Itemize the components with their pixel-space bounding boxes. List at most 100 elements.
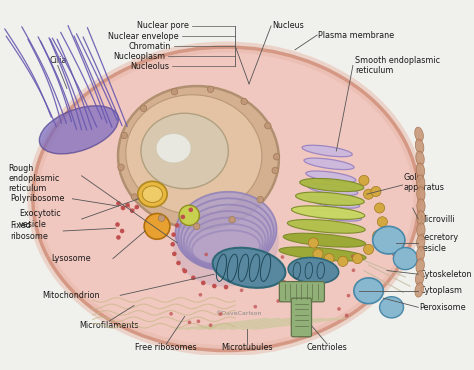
Ellipse shape xyxy=(417,175,425,189)
Ellipse shape xyxy=(311,209,362,221)
Ellipse shape xyxy=(116,235,121,240)
Ellipse shape xyxy=(175,192,276,270)
Ellipse shape xyxy=(415,127,423,142)
Ellipse shape xyxy=(415,283,424,297)
Text: Nucleus: Nucleus xyxy=(272,21,304,30)
Ellipse shape xyxy=(182,268,185,272)
Text: Nucleoplasm: Nucleoplasm xyxy=(113,52,165,61)
Ellipse shape xyxy=(359,175,369,185)
Text: Cytoskeleton: Cytoskeleton xyxy=(419,270,472,279)
Ellipse shape xyxy=(417,211,425,225)
Ellipse shape xyxy=(287,219,365,233)
Ellipse shape xyxy=(352,269,356,272)
Ellipse shape xyxy=(199,293,202,297)
Ellipse shape xyxy=(338,256,348,266)
Ellipse shape xyxy=(364,244,374,255)
Ellipse shape xyxy=(201,280,206,285)
Ellipse shape xyxy=(264,258,268,262)
Text: Polyribosome: Polyribosome xyxy=(10,194,64,203)
Ellipse shape xyxy=(240,289,244,292)
Ellipse shape xyxy=(416,259,424,273)
Ellipse shape xyxy=(416,163,425,178)
Ellipse shape xyxy=(353,253,363,264)
Text: Mitochondrion: Mitochondrion xyxy=(42,291,100,300)
Ellipse shape xyxy=(272,167,278,174)
Ellipse shape xyxy=(292,206,365,219)
Ellipse shape xyxy=(248,259,252,263)
Ellipse shape xyxy=(212,284,217,288)
FancyBboxPatch shape xyxy=(279,282,324,302)
Text: Exocytotic
vesicle: Exocytotic vesicle xyxy=(19,209,61,229)
Ellipse shape xyxy=(302,145,352,157)
Ellipse shape xyxy=(276,299,280,303)
Text: Cytoplasm: Cytoplasm xyxy=(419,286,462,295)
Text: Microvilli: Microvilli xyxy=(419,215,455,223)
Ellipse shape xyxy=(220,256,224,259)
Ellipse shape xyxy=(209,323,212,327)
Ellipse shape xyxy=(125,203,130,208)
Ellipse shape xyxy=(39,106,118,154)
Ellipse shape xyxy=(417,223,425,238)
Text: Microtubules: Microtubules xyxy=(221,343,273,352)
Ellipse shape xyxy=(229,216,235,223)
Ellipse shape xyxy=(288,258,338,283)
Text: Plasma membrane: Plasma membrane xyxy=(318,31,394,40)
Ellipse shape xyxy=(140,105,147,111)
Text: Lysosome: Lysosome xyxy=(51,254,91,263)
Ellipse shape xyxy=(262,272,265,275)
Ellipse shape xyxy=(415,139,424,154)
Ellipse shape xyxy=(179,205,200,225)
Ellipse shape xyxy=(188,320,191,324)
Ellipse shape xyxy=(138,181,167,207)
Ellipse shape xyxy=(141,113,228,189)
Ellipse shape xyxy=(304,158,354,169)
Ellipse shape xyxy=(130,208,135,213)
Text: Smooth endoplasmic
reticulum: Smooth endoplasmic reticulum xyxy=(355,56,440,75)
Ellipse shape xyxy=(308,184,358,195)
Ellipse shape xyxy=(392,253,396,256)
Ellipse shape xyxy=(380,297,403,318)
Text: Free ribosomes: Free ribosomes xyxy=(136,343,197,352)
Ellipse shape xyxy=(171,232,176,237)
Ellipse shape xyxy=(308,238,319,248)
Ellipse shape xyxy=(181,215,185,219)
Text: Nuclear pore: Nuclear pore xyxy=(137,21,189,30)
Ellipse shape xyxy=(345,313,348,317)
Ellipse shape xyxy=(264,122,271,129)
Ellipse shape xyxy=(120,229,124,233)
Ellipse shape xyxy=(417,199,425,213)
Ellipse shape xyxy=(324,253,334,264)
Ellipse shape xyxy=(170,242,175,246)
Ellipse shape xyxy=(175,223,179,228)
Ellipse shape xyxy=(126,95,262,215)
Ellipse shape xyxy=(313,249,323,259)
Text: Centrioles: Centrioles xyxy=(307,343,347,352)
Ellipse shape xyxy=(279,247,366,261)
Ellipse shape xyxy=(377,281,380,285)
Ellipse shape xyxy=(346,294,350,297)
Ellipse shape xyxy=(283,233,365,247)
Ellipse shape xyxy=(337,307,341,311)
Ellipse shape xyxy=(176,260,181,265)
Text: Peroxisome: Peroxisome xyxy=(419,303,466,312)
Ellipse shape xyxy=(241,98,247,105)
Ellipse shape xyxy=(393,248,417,270)
Ellipse shape xyxy=(33,47,419,350)
Ellipse shape xyxy=(131,194,137,200)
Ellipse shape xyxy=(417,235,425,249)
Ellipse shape xyxy=(357,258,361,262)
Text: Secretory
vesicle: Secretory vesicle xyxy=(419,233,458,253)
FancyBboxPatch shape xyxy=(292,298,311,337)
Text: Cilia: Cilia xyxy=(49,56,66,65)
Ellipse shape xyxy=(219,312,222,316)
Text: Microfilaments: Microfilaments xyxy=(80,321,139,330)
Ellipse shape xyxy=(173,199,279,287)
Ellipse shape xyxy=(158,215,165,222)
Ellipse shape xyxy=(257,196,264,203)
Ellipse shape xyxy=(193,223,200,230)
Ellipse shape xyxy=(118,86,279,229)
Text: Chromatin: Chromatin xyxy=(128,42,171,51)
Text: ©DaveCarlson: ©DaveCarlson xyxy=(215,311,261,316)
Ellipse shape xyxy=(189,208,193,212)
Ellipse shape xyxy=(197,319,201,323)
